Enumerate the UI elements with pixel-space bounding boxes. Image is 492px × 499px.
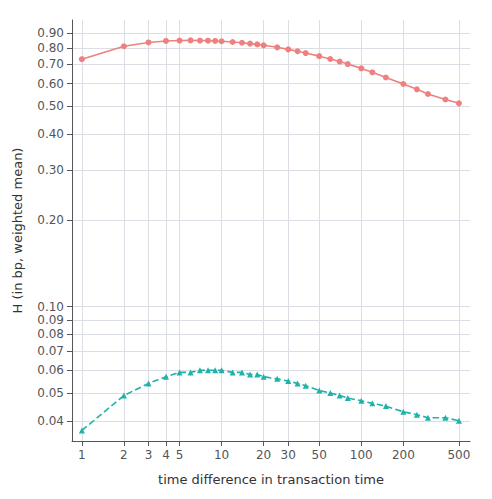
svg-text:0.08: 0.08 (37, 327, 64, 341)
svg-text:0.50: 0.50 (37, 99, 64, 113)
svg-text:0.05: 0.05 (37, 386, 64, 400)
svg-text:500: 500 (447, 448, 470, 462)
svg-text:0.60: 0.60 (37, 77, 64, 91)
svg-text:100: 100 (350, 448, 373, 462)
svg-text:4: 4 (162, 448, 170, 462)
svg-text:5: 5 (176, 448, 184, 462)
svg-text:0.10: 0.10 (37, 300, 64, 314)
svg-text:50: 50 (312, 448, 327, 462)
svg-text:0.20: 0.20 (37, 213, 64, 227)
svg-text:time difference in transaction: time difference in transaction time (158, 472, 384, 487)
svg-text:0.04: 0.04 (37, 414, 64, 428)
svg-text:0.80: 0.80 (37, 41, 64, 55)
svg-text:200: 200 (392, 448, 415, 462)
svg-text:0.06: 0.06 (37, 363, 64, 377)
svg-text:0.09: 0.09 (37, 313, 64, 327)
svg-text:3: 3 (145, 448, 153, 462)
svg-text:2: 2 (120, 448, 128, 462)
svg-text:0.07: 0.07 (37, 344, 64, 358)
svg-text:10: 10 (214, 448, 229, 462)
svg-text:0.40: 0.40 (37, 127, 64, 141)
svg-text:0.30: 0.30 (37, 163, 64, 177)
svg-text:0.70: 0.70 (37, 57, 64, 71)
svg-text:H (in bp, weighted mean): H (in bp, weighted mean) (10, 148, 25, 314)
svg-text:30: 30 (281, 448, 296, 462)
svg-text:1: 1 (78, 448, 86, 462)
svg-text:20: 20 (256, 448, 271, 462)
svg-text:0.90: 0.90 (37, 26, 64, 40)
